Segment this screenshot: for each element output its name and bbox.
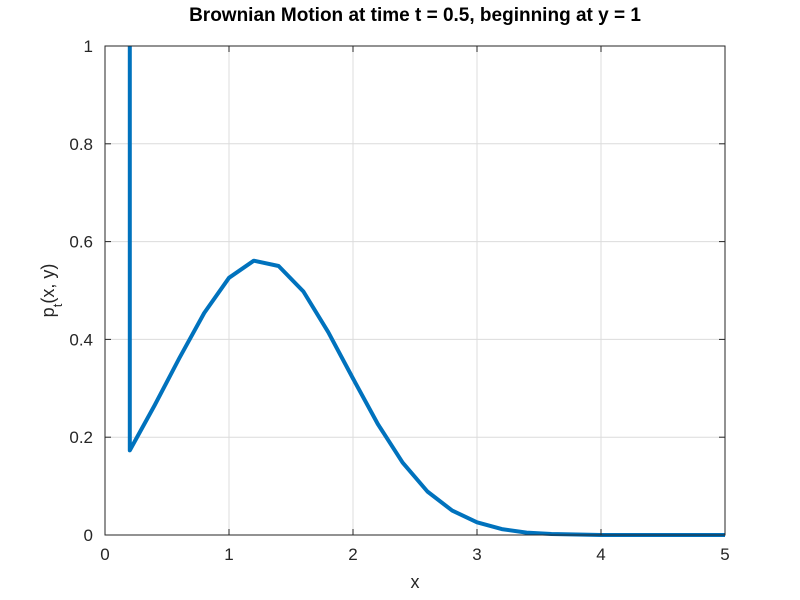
x-tick-label: 1 (224, 545, 233, 564)
axis-ticks: 0 1 2 3 4 5 0 0.2 0.4 0.6 0.8 1 (69, 37, 729, 564)
y-axis-label: pt(x, y) (38, 264, 65, 318)
series-line (127, 46, 725, 537)
plot-frame (104, 45, 726, 536)
x-tick-label: 3 (472, 545, 481, 564)
y-tick-label: 0.2 (69, 428, 93, 447)
y-tick-label: 0.4 (69, 330, 93, 349)
x-tick-label: 0 (100, 545, 109, 564)
chart-title: Brownian Motion at time t = 0.5, beginni… (189, 5, 641, 26)
grid (104, 45, 726, 536)
y-axis-label-rest: (x, y) (38, 264, 58, 304)
x-tick-label: 2 (348, 545, 357, 564)
y-tick-label: 0.8 (69, 135, 93, 154)
y-axis-label-base: p (38, 307, 58, 317)
y-axis-label-subscript: t (50, 303, 65, 307)
x-axis-label: x (411, 572, 420, 592)
y-tick-label: 0 (84, 526, 93, 545)
y-tick-label: 0.6 (69, 233, 93, 252)
x-tick-label: 4 (596, 545, 605, 564)
x-tick-label: 5 (720, 545, 729, 564)
y-tick-label: 1 (84, 37, 93, 56)
